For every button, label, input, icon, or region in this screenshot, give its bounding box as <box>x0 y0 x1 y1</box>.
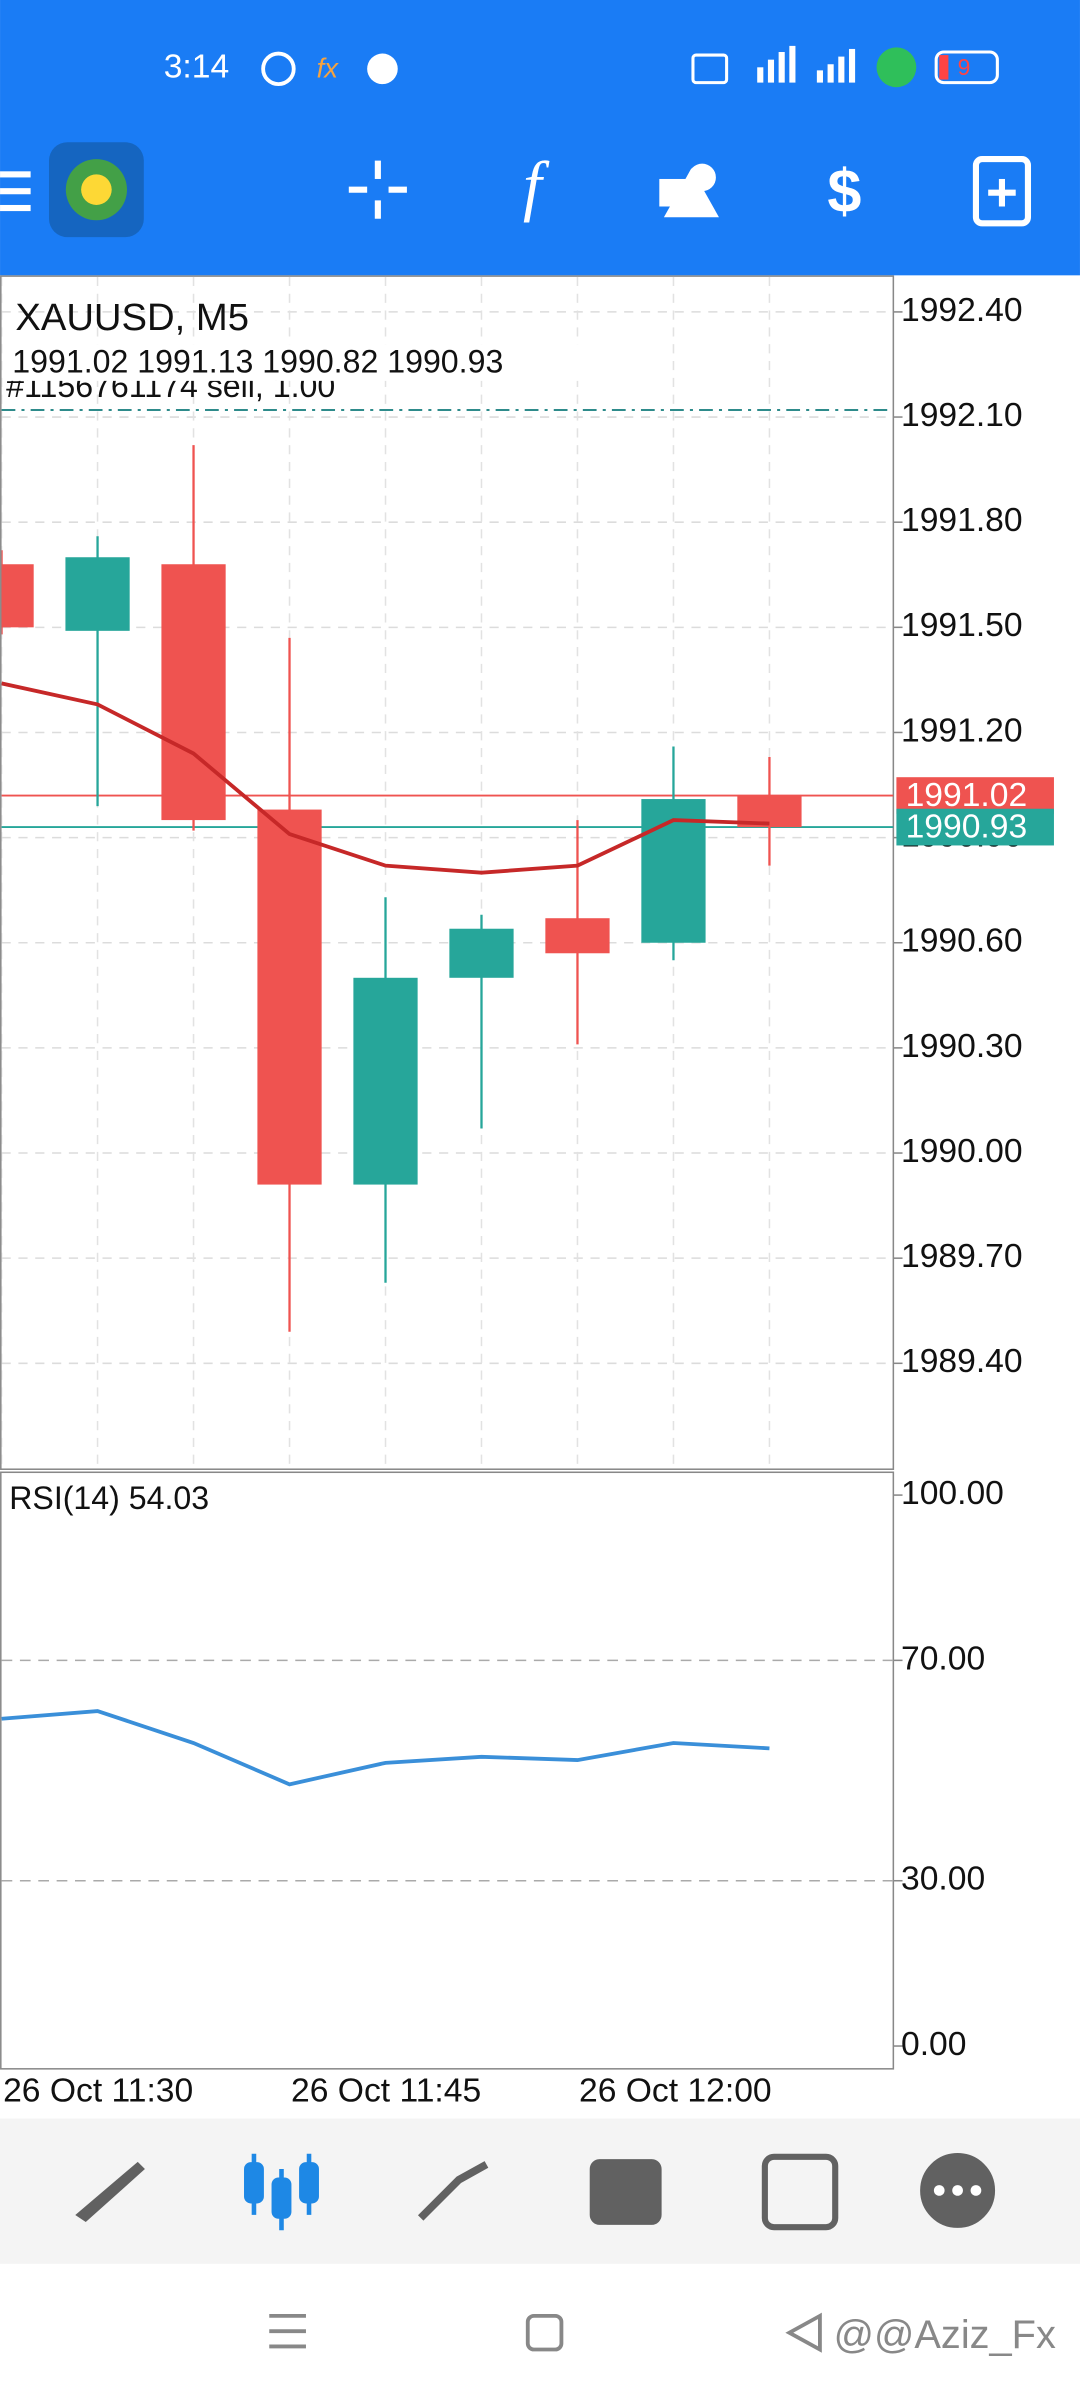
battery-text: 9 <box>958 54 971 80</box>
back-button[interactable] <box>785 2312 822 2353</box>
y-tick-label: 1990.60 <box>901 923 1023 960</box>
quotes-icon[interactable] <box>75 2161 145 2222</box>
candle-body <box>65 557 130 631</box>
chart-layer: #1156761174 sell, 1.001992.401992.101991… <box>1 276 1054 2109</box>
rsi-line <box>1 1709 770 1787</box>
price-tag <box>896 808 1054 846</box>
messenger-icon <box>367 53 398 85</box>
price-tag <box>896 777 1054 814</box>
candle-body <box>545 918 610 954</box>
grid <box>1 276 894 1469</box>
y-tick-label: 1989.40 <box>901 1343 1023 1380</box>
bottom-toolbar <box>0 2118 1080 2264</box>
app-logo-core <box>81 174 112 205</box>
rsi-panel <box>0 1471 895 2070</box>
grid <box>1 1659 894 1882</box>
app-icon: fx <box>317 53 340 84</box>
y-tick-label: 1990.30 <box>901 1028 1023 1065</box>
y-tick-label: 70.00 <box>901 1640 985 1677</box>
y-tick-label: 1991.50 <box>901 607 1023 644</box>
y-tick-label: 1991.20 <box>901 712 1023 749</box>
nav-bar <box>269 2312 822 2353</box>
x-tick-label: 26 Oct 12:00 <box>579 2072 772 2109</box>
candle-body <box>449 928 514 978</box>
candle-body <box>161 564 226 821</box>
x-tick-label: 26 Oct 11:30 <box>3 2072 193 2109</box>
bottom-icons <box>75 2152 996 2231</box>
history-icon[interactable] <box>589 2159 662 2225</box>
y-tick-label: 0.00 <box>901 2026 966 2063</box>
signal-icons <box>691 45 856 85</box>
chart-title: XAUUSD, M5 <box>15 296 249 339</box>
y-tick-label: 100.00 <box>901 1475 1004 1512</box>
candle-body <box>353 977 418 1185</box>
x-tick-label: 26 Oct 11:45 <box>291 2072 481 2109</box>
candle-body <box>641 799 706 943</box>
y-tick-label: 1990.00 <box>901 1133 1023 1170</box>
menu-icon[interactable] <box>0 171 31 212</box>
new-order-plus <box>988 178 1016 207</box>
home-button[interactable] <box>525 2313 564 2352</box>
price-tag-label: 1990.93 <box>906 809 1028 846</box>
messages-dots <box>933 2185 982 2196</box>
moving-average <box>1 681 770 875</box>
y-tick-label: 30.00 <box>901 1861 985 1898</box>
y-tick-label: 1989.70 <box>901 1238 1023 1275</box>
header-backing <box>3 344 600 381</box>
chart-icon[interactable] <box>244 2153 319 2231</box>
status-time: 3:14 <box>164 49 229 86</box>
news-icon[interactable] <box>761 2153 839 2231</box>
battery-level <box>939 55 949 80</box>
crosshair-icon[interactable] <box>348 160 407 219</box>
y-tick-label: 1992.40 <box>901 292 1023 329</box>
trade-tab-icon[interactable] <box>417 2161 489 2221</box>
y-tick-label: 1991.80 <box>901 502 1023 539</box>
candle-body <box>1 564 34 628</box>
candle-body <box>257 809 322 1185</box>
price-tag-label: 1991.02 <box>906 777 1028 814</box>
whatsapp-icon <box>261 51 296 87</box>
chart-subtitle: 1991.02 1991.13 1990.82 1990.93 <box>12 344 503 380</box>
app-bar <box>0 0 1080 276</box>
watermark: @@Aziz_Fx <box>834 2313 1056 2357</box>
plot <box>1 1709 770 1787</box>
rsi-title: RSI(14) 54.03 <box>9 1480 209 1516</box>
battery <box>934 50 999 85</box>
new-order-icon[interactable] <box>972 156 1032 227</box>
objects-icon[interactable] <box>659 163 719 218</box>
y-tick-label: 1992.10 <box>901 397 1023 434</box>
price-panel <box>0 275 895 1470</box>
money-icon <box>876 47 917 88</box>
trade-icon[interactable]: $ <box>827 157 861 225</box>
